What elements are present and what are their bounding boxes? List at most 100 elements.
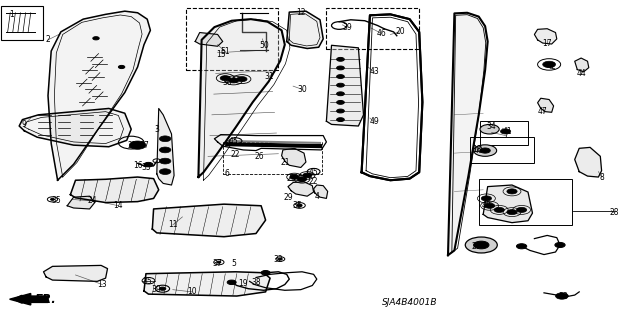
Text: 19: 19 <box>238 279 248 288</box>
Text: 34: 34 <box>486 122 497 131</box>
Circle shape <box>474 241 489 249</box>
Circle shape <box>298 177 307 182</box>
Circle shape <box>337 75 344 78</box>
Circle shape <box>507 210 517 215</box>
Bar <box>223 142 322 174</box>
Text: 50: 50 <box>259 41 269 50</box>
Polygon shape <box>67 196 95 209</box>
Text: 22: 22 <box>231 150 240 159</box>
Polygon shape <box>314 185 328 198</box>
Text: 10: 10 <box>187 287 197 296</box>
Text: 35: 35 <box>292 201 303 210</box>
Polygon shape <box>282 148 306 167</box>
Circle shape <box>278 258 282 260</box>
Text: 5: 5 <box>231 259 236 268</box>
Circle shape <box>337 57 344 61</box>
Circle shape <box>217 261 221 263</box>
Polygon shape <box>19 108 131 147</box>
Text: FR.: FR. <box>35 293 57 306</box>
Text: SJA4B4001B: SJA4B4001B <box>382 298 437 307</box>
Text: 21: 21 <box>280 158 289 167</box>
Circle shape <box>227 280 236 285</box>
Circle shape <box>228 78 239 83</box>
Circle shape <box>51 198 54 200</box>
Text: 40: 40 <box>474 146 484 155</box>
Text: 13: 13 <box>97 280 108 289</box>
Polygon shape <box>534 29 557 44</box>
Text: 24: 24 <box>88 197 98 205</box>
Text: 16: 16 <box>132 161 143 170</box>
Polygon shape <box>10 293 48 305</box>
Text: 15: 15 <box>216 50 226 59</box>
Polygon shape <box>44 265 108 281</box>
Circle shape <box>337 118 344 122</box>
Text: 41: 41 <box>502 127 513 136</box>
Circle shape <box>144 162 153 167</box>
Polygon shape <box>575 58 589 72</box>
Polygon shape <box>538 98 554 112</box>
Text: 23: 23 <box>286 174 296 183</box>
Text: 8: 8 <box>599 173 604 182</box>
Text: 36: 36 <box>222 78 232 87</box>
Text: 11: 11 <box>168 220 177 229</box>
Text: 20: 20 <box>395 27 405 36</box>
Text: 26: 26 <box>254 152 264 161</box>
Polygon shape <box>287 11 323 48</box>
Circle shape <box>543 61 556 68</box>
Text: 45: 45 <box>308 168 319 177</box>
Text: 44: 44 <box>576 69 586 78</box>
Text: 3: 3 <box>154 125 159 134</box>
Circle shape <box>129 141 146 149</box>
Text: 39: 39 <box>151 285 161 294</box>
Text: 27: 27 <box>472 242 482 251</box>
Circle shape <box>118 65 125 69</box>
Circle shape <box>303 173 312 178</box>
Text: 42: 42 <box>547 63 557 71</box>
Polygon shape <box>483 185 532 223</box>
Text: 28: 28 <box>610 208 619 217</box>
Polygon shape <box>152 204 266 237</box>
Text: 12: 12 <box>296 8 305 17</box>
Text: 18: 18 <box>472 145 481 154</box>
Circle shape <box>474 145 497 156</box>
Circle shape <box>261 271 270 275</box>
Text: 38: 38 <box>251 278 261 287</box>
Circle shape <box>337 100 344 104</box>
Circle shape <box>220 76 230 81</box>
Circle shape <box>465 237 497 253</box>
Polygon shape <box>144 272 270 296</box>
Text: 35: 35 <box>141 163 151 172</box>
Circle shape <box>237 77 247 82</box>
Circle shape <box>555 242 565 248</box>
Polygon shape <box>288 182 314 196</box>
Circle shape <box>337 66 344 70</box>
Text: 22: 22 <box>309 177 318 186</box>
Circle shape <box>480 124 499 134</box>
Polygon shape <box>575 147 602 177</box>
Text: 14: 14 <box>113 201 124 210</box>
Circle shape <box>337 83 344 87</box>
Text: 43: 43 <box>369 67 380 76</box>
Text: 51: 51 <box>220 47 230 56</box>
Text: 1: 1 <box>9 10 14 19</box>
Circle shape <box>516 244 527 249</box>
Circle shape <box>159 147 171 153</box>
Text: 2: 2 <box>45 35 51 44</box>
Text: 32: 32 <box>273 256 284 264</box>
Polygon shape <box>448 13 488 255</box>
Circle shape <box>494 207 504 212</box>
Text: 6: 6 <box>225 169 230 178</box>
Text: 30: 30 <box>297 85 307 94</box>
Text: 4: 4 <box>314 192 319 201</box>
Text: 39: 39 <box>342 23 352 32</box>
Text: 49: 49 <box>369 117 380 126</box>
Text: 48: 48 <box>481 201 492 210</box>
Circle shape <box>556 293 568 299</box>
Text: 17: 17 <box>542 39 552 48</box>
Circle shape <box>297 204 302 207</box>
Polygon shape <box>70 177 159 203</box>
Text: 33: 33 <box>558 292 568 301</box>
Circle shape <box>93 37 99 40</box>
Bar <box>470 137 534 163</box>
Polygon shape <box>326 45 364 126</box>
